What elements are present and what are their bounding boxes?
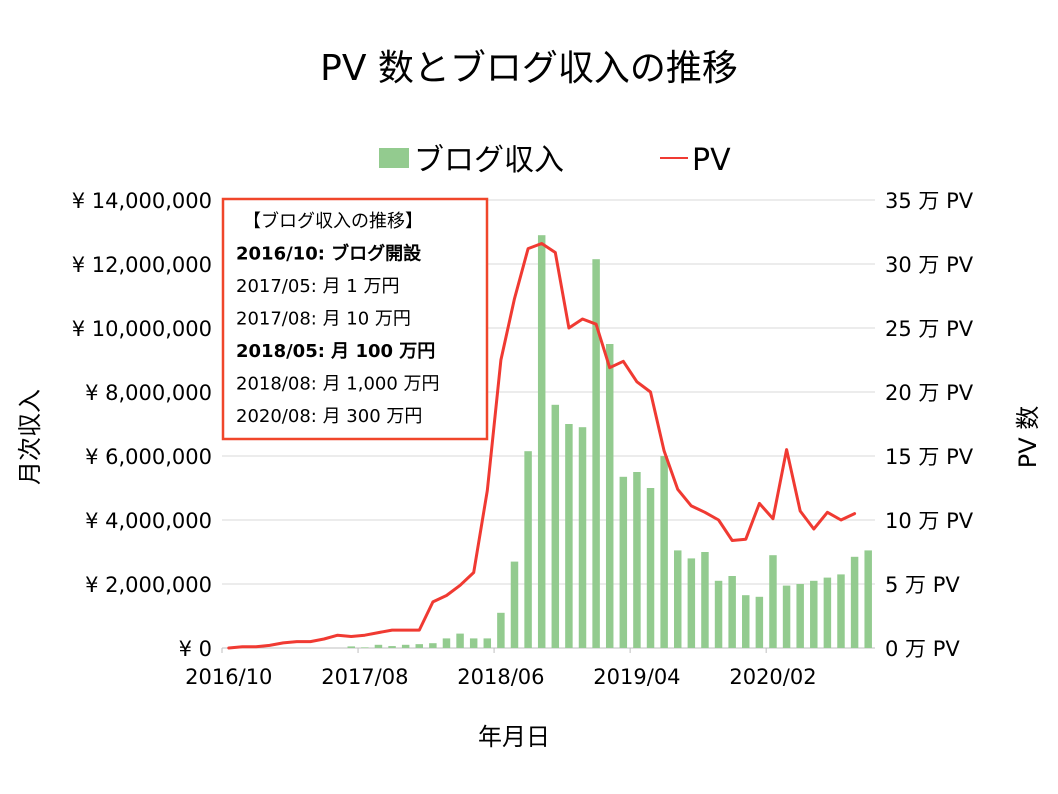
legend-label-pv: PV: [692, 143, 731, 178]
income-bar: [796, 584, 804, 648]
income-bar: [660, 456, 668, 648]
annotation-box: 【ブログ収入の推移】 2016/10: ブログ開設 2017/05: 月 1 万円 2…: [221, 197, 489, 441]
income-bar: [605, 344, 614, 648]
income-bar: [850, 556, 859, 648]
income-bar: [714, 580, 723, 648]
x-tick-label: 2017/08: [321, 665, 408, 689]
right-tick-label: 30 万 PV: [885, 253, 974, 277]
right-tick-label: 20 万 PV: [885, 381, 974, 405]
income-bars: [347, 235, 872, 648]
x-tick-label: 2016/10: [185, 665, 272, 689]
income-bar: [701, 552, 709, 648]
income-bar: [823, 577, 832, 648]
right-tick-label: 15 万 PV: [885, 445, 974, 469]
income-bar: [537, 235, 546, 648]
left-axis-ticks: ¥ 0 ¥ 2,000,000 ¥ 4,000,000 ¥ 6,000,000 ¥ 8,…: [72, 189, 212, 661]
income-bar: [864, 550, 872, 648]
annotation-line: 2020/08: 月 300 万円: [236, 406, 422, 427]
income-bar: [551, 404, 560, 648]
annotation-line: 【ブログ収入の推移】: [243, 210, 423, 232]
x-tick-label: 2020/02: [729, 665, 816, 689]
income-bar: [810, 580, 818, 648]
annotation-line: 2017/05: 月 1 万円: [236, 276, 399, 297]
left-tick-label: ¥ 4,000,000: [85, 509, 212, 533]
income-bar: [782, 585, 791, 648]
income-bar: [469, 638, 478, 648]
income-bar: [429, 643, 437, 648]
left-tick-label: ¥ 2,000,000: [85, 573, 212, 597]
income-bar: [592, 259, 600, 648]
income-bar: [646, 488, 655, 648]
income-bar: [633, 472, 641, 648]
income-bar: [619, 476, 628, 648]
income-bar: [361, 647, 369, 648]
right-tick-label: 5 万 PV: [885, 573, 960, 597]
income-bar: [456, 633, 464, 648]
income-bar: [347, 646, 355, 648]
legend-label-income: ブログ収入: [414, 143, 564, 178]
income-bar: [497, 612, 505, 648]
income-bar: [374, 644, 383, 648]
income-bar: [483, 638, 492, 648]
right-axis-ticks: 0 万 PV 5 万 PV 10 万 PV 15 万 PV 20 万 PV 25 万 PV…: [885, 189, 974, 661]
annotation-frame: [221, 197, 489, 441]
right-tick-label: 10 万 PV: [885, 509, 974, 533]
left-tick-label: ¥ 10,000,000: [72, 317, 212, 341]
left-tick-label: ¥ 6,000,000: [85, 445, 212, 469]
income-bar: [415, 644, 424, 648]
income-bar: [565, 424, 573, 648]
income-bar: [442, 638, 451, 648]
chart-title: PV 数とブログ収入の推移: [320, 48, 738, 89]
legend-swatch-income: [379, 148, 409, 168]
legend: ブログ収入 PV: [379, 143, 731, 178]
pv-line-group: [227, 242, 857, 650]
x-axis-title: 年月日: [478, 723, 550, 751]
left-tick-label: ¥ 14,000,000: [72, 189, 212, 213]
income-bar: [401, 644, 410, 648]
left-tick-label: ¥ 0: [179, 637, 212, 661]
right-tick-label: 25 万 PV: [885, 317, 974, 341]
annotation-line: 2018/05: 月 100 万円: [236, 341, 435, 362]
left-tick-label: ¥ 8,000,000: [85, 381, 212, 405]
income-bar: [524, 451, 532, 648]
left-axis-title: 月次収入: [16, 389, 44, 485]
income-bar: [742, 595, 750, 648]
income-bar: [510, 561, 519, 648]
right-axis-title: PV 数: [1014, 406, 1042, 469]
income-bar: [687, 558, 696, 648]
income-bar: [755, 596, 764, 648]
income-bar: [388, 646, 396, 648]
left-tick-label: ¥ 12,000,000: [72, 253, 212, 277]
annotation-lines: 【ブログ収入の推移】 2016/10: ブログ開設 2017/05: 月 1 万円 2…: [236, 210, 440, 427]
income-bar: [728, 576, 736, 648]
income-bar: [837, 574, 845, 648]
right-tick-label: 35 万 PV: [885, 189, 974, 213]
annotation-line: 2017/08: 月 10 万円: [236, 309, 411, 330]
right-tick-label: 0 万 PV: [885, 637, 960, 661]
income-bar: [673, 550, 682, 648]
annotation-line: 2016/10: ブログ開設: [236, 243, 422, 265]
x-axis-ticks: 2016/10 2017/08 2018/06 2019/04 2020/02: [185, 648, 817, 689]
annotation-line: 2018/08: 月 1,000 万円: [236, 374, 440, 395]
x-tick-label: 2019/04: [593, 665, 680, 689]
income-bar: [769, 555, 777, 648]
x-tick-label: 2018/06: [457, 665, 544, 689]
pv-line: [227, 242, 857, 650]
income-bar: [578, 427, 587, 648]
